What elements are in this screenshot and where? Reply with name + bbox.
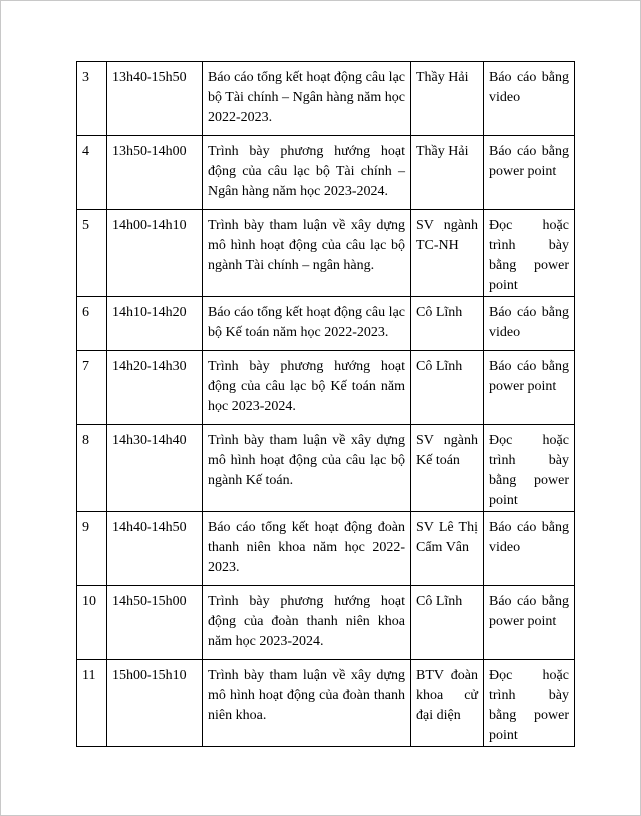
presenter-cell: Thầy Hải — [410, 61, 484, 136]
time-slot-cell: 14h00-14h10 — [106, 209, 203, 297]
table-row: 9 14h40-14h50 Báo cáo tổng kết hoạt động đ… — [76, 511, 575, 586]
presentation-form-cell: Đọc hoặc trình bày bằng power point — [483, 659, 575, 747]
presentation-form-cell: Đọc hoặc trình bày bằng power point — [483, 424, 575, 512]
presenter-cell: Cô Lĩnh — [410, 296, 484, 351]
agenda-content-cell: Trình bày tham luận về xây dựng mô hình … — [202, 424, 411, 512]
time-slot-cell: 14h50-15h00 — [106, 585, 203, 660]
row-number-cell: 9 — [76, 511, 107, 586]
agenda-content-cell: Báo cáo tổng kết hoạt động đoàn thanh ni… — [202, 511, 411, 586]
row-number-cell: 4 — [76, 135, 107, 210]
time-slot-cell: 14h10-14h20 — [106, 296, 203, 351]
table-row: 11 15h00-15h10 Trình bày tham luận về xây … — [76, 659, 575, 747]
row-number-cell: 11 — [76, 659, 107, 747]
presenter-cell: SV Lê Thị Cẩm Vân — [410, 511, 484, 586]
row-number-cell: 7 — [76, 350, 107, 425]
agenda-content-cell: Báo cáo tổng kết hoạt động câu lạc bộ Tà… — [202, 61, 411, 136]
row-number-cell: 3 — [76, 61, 107, 136]
agenda-content-cell: Trình bày tham luận về xây dựng mô hình … — [202, 659, 411, 747]
presentation-form-cell: Đọc hoặc trình bày bằng power point — [483, 209, 575, 297]
presenter-cell: SV ngành TC-NH — [410, 209, 484, 297]
agenda-content-cell: Báo cáo tổng kết hoạt động câu lạc bộ Kế… — [202, 296, 411, 351]
presenter-cell: Cô Lĩnh — [410, 350, 484, 425]
presentation-form-cell: Báo cáo bằng power point — [483, 585, 575, 660]
presenter-cell: SV ngành Kế toán — [410, 424, 484, 512]
schedule-table: 3 13h40-15h50 Báo cáo tổng kết hoạt động c… — [76, 61, 575, 747]
time-slot-cell: 15h00-15h10 — [106, 659, 203, 747]
presentation-form-cell: Báo cáo bằng video — [483, 61, 575, 136]
time-slot-cell: 13h50-14h00 — [106, 135, 203, 210]
presentation-form-cell: Báo cáo bằng power point — [483, 350, 575, 425]
table-row: 10 14h50-15h00 Trình bày phương hướng hoạt… — [76, 585, 575, 660]
presentation-form-cell: Báo cáo bằng video — [483, 296, 575, 351]
table-row: 4 13h50-14h00 Trình bày phương hướng hoạt … — [76, 135, 575, 210]
time-slot-cell: 14h20-14h30 — [106, 350, 203, 425]
table-row: 5 14h00-14h10 Trình bày tham luận về xây d… — [76, 209, 575, 297]
row-number-cell: 6 — [76, 296, 107, 351]
presentation-form-cell: Báo cáo bằng video — [483, 511, 575, 586]
row-number-cell: 10 — [76, 585, 107, 660]
presenter-cell: Thầy Hải — [410, 135, 484, 210]
time-slot-cell: 13h40-15h50 — [106, 61, 203, 136]
agenda-content-cell: Trình bày phương hướng hoạt động của câu… — [202, 135, 411, 210]
presenter-cell: BTV đoàn khoa cử đại diện — [410, 659, 484, 747]
table-row: 6 14h10-14h20 Báo cáo tổng kết hoạt động c… — [76, 296, 575, 351]
presenter-cell: Cô Lĩnh — [410, 585, 484, 660]
table-row: 3 13h40-15h50 Báo cáo tổng kết hoạt động c… — [76, 61, 575, 136]
time-slot-cell: 14h40-14h50 — [106, 511, 203, 586]
agenda-content-cell: Trình bày phương hướng hoạt động của đoà… — [202, 585, 411, 660]
row-number-cell: 5 — [76, 209, 107, 297]
agenda-content-cell: Trình bày phương hướng hoạt động của câu… — [202, 350, 411, 425]
table-row: 7 14h20-14h30 Trình bày phương hướng hoạt … — [76, 350, 575, 425]
agenda-content-cell: Trình bày tham luận về xây dựng mô hình … — [202, 209, 411, 297]
row-number-cell: 8 — [76, 424, 107, 512]
presentation-form-cell: Báo cáo bằng power point — [483, 135, 575, 210]
time-slot-cell: 14h30-14h40 — [106, 424, 203, 512]
table-row: 8 14h30-14h40 Trình bày tham luận về xây d… — [76, 424, 575, 512]
